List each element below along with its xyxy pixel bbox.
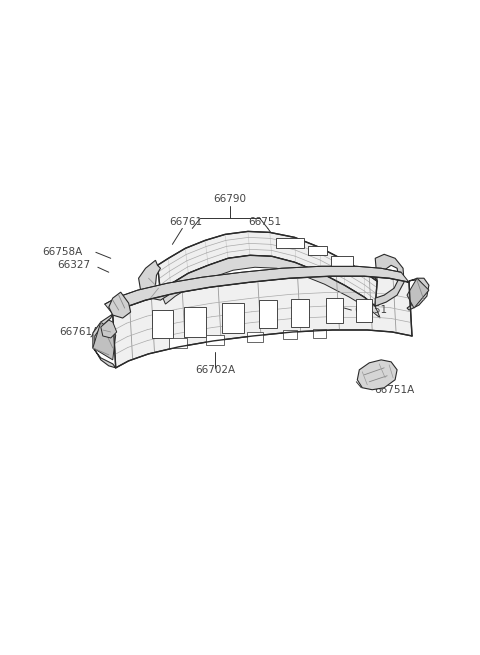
Text: 66758A: 66758A xyxy=(43,248,83,257)
Text: 66751A: 66751A xyxy=(374,384,414,395)
Polygon shape xyxy=(312,329,326,338)
Polygon shape xyxy=(332,256,353,267)
Text: 66751: 66751 xyxy=(354,305,387,315)
Text: 66790: 66790 xyxy=(214,193,247,204)
Polygon shape xyxy=(169,338,187,348)
Text: 66702A: 66702A xyxy=(195,365,235,375)
Polygon shape xyxy=(283,330,297,339)
Polygon shape xyxy=(375,254,404,306)
Polygon shape xyxy=(276,238,304,248)
Polygon shape xyxy=(160,255,380,318)
Polygon shape xyxy=(325,298,343,323)
Polygon shape xyxy=(157,231,377,306)
Polygon shape xyxy=(113,276,412,368)
Polygon shape xyxy=(222,303,244,333)
Text: 66751: 66751 xyxy=(248,217,281,227)
Polygon shape xyxy=(259,300,277,328)
Polygon shape xyxy=(109,292,131,318)
Polygon shape xyxy=(206,335,224,345)
Polygon shape xyxy=(152,310,173,338)
Polygon shape xyxy=(308,246,327,255)
Text: 66761A: 66761A xyxy=(59,327,99,337)
Polygon shape xyxy=(105,267,409,314)
Polygon shape xyxy=(139,260,168,300)
Text: 66761: 66761 xyxy=(169,217,202,227)
Text: 66327: 66327 xyxy=(58,260,91,271)
Polygon shape xyxy=(93,314,116,368)
Polygon shape xyxy=(101,320,117,338)
Polygon shape xyxy=(407,278,429,308)
Polygon shape xyxy=(357,360,397,390)
Polygon shape xyxy=(184,307,206,337)
Polygon shape xyxy=(93,322,116,360)
Polygon shape xyxy=(247,332,263,342)
Polygon shape xyxy=(356,299,372,322)
Polygon shape xyxy=(291,299,309,327)
Polygon shape xyxy=(407,278,429,310)
